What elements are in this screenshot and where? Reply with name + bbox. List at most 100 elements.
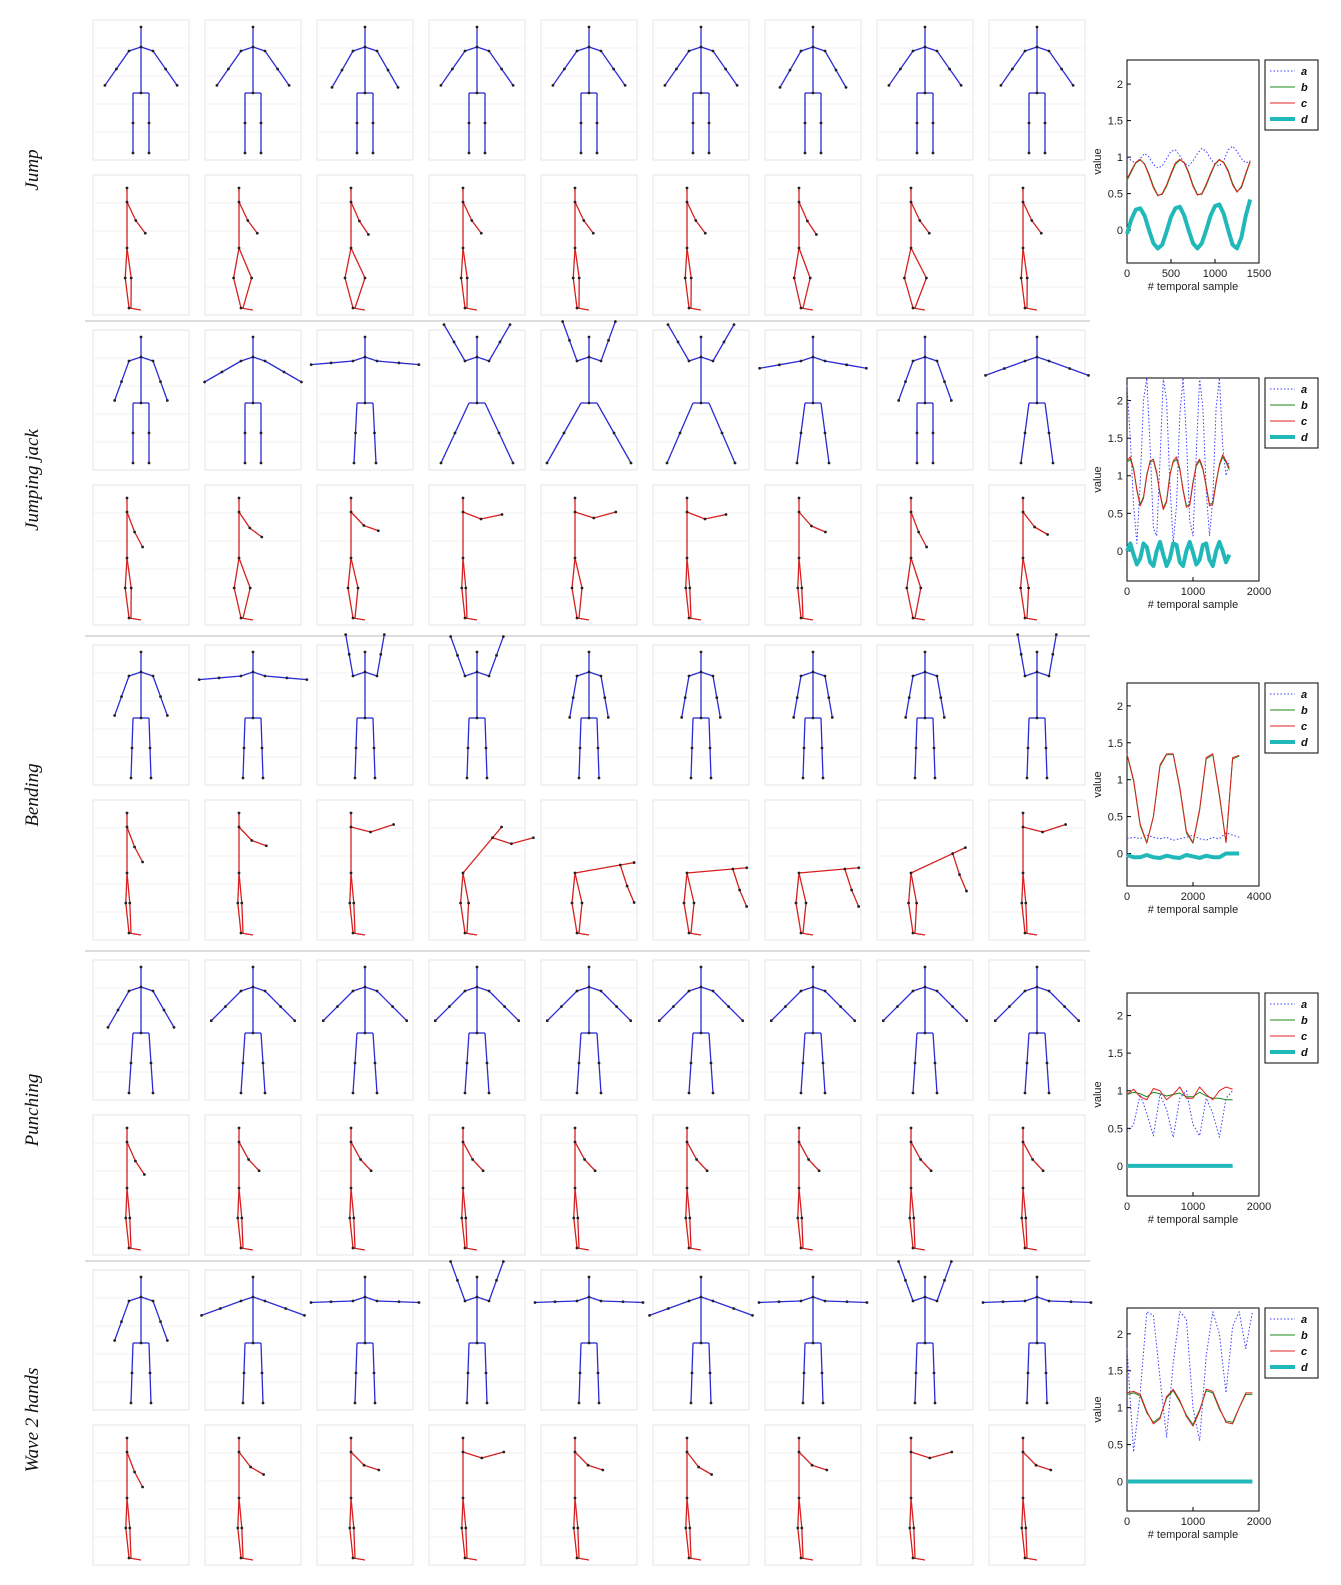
skeleton-joint (738, 889, 741, 892)
skeleton-joint (910, 1451, 913, 1454)
skeleton-joint (802, 1062, 805, 1065)
skeleton-joint (1036, 356, 1039, 359)
panel-frame (429, 175, 525, 315)
skeleton-joint (476, 986, 479, 989)
skeleton-joint (240, 617, 243, 620)
skeleton-joint (243, 747, 246, 750)
skeleton-joint (633, 901, 636, 904)
skeleton-joint (950, 1260, 953, 1263)
skeleton-joint (260, 536, 263, 539)
skeleton-joint (354, 1402, 357, 1405)
skeleton-bone (687, 1452, 699, 1467)
skeleton-joint (778, 1300, 781, 1303)
y-tick-label: 2 (1117, 396, 1123, 408)
skeleton-bone (627, 886, 634, 903)
skeleton-bone (578, 1218, 579, 1248)
skeleton-bone (796, 903, 801, 933)
skeleton-bone (1023, 1142, 1033, 1160)
skeleton-joint (300, 381, 303, 384)
skeleton-joint (839, 1005, 842, 1008)
skeleton-joint (690, 777, 693, 780)
skeleton-joint (796, 587, 799, 590)
skeleton-joint (581, 587, 584, 590)
skeleton-joint (798, 872, 801, 875)
skeleton-joint (198, 678, 201, 681)
skeleton-joint (203, 381, 206, 384)
skeleton-bone (452, 51, 465, 69)
skeleton-joint (812, 1276, 815, 1279)
skeleton-bone (463, 1142, 473, 1160)
skeleton-joint (238, 826, 241, 829)
skeleton-joint (924, 1342, 927, 1345)
skeleton-joint (925, 277, 928, 280)
skeleton-bone (575, 558, 582, 588)
front-skeleton-panel (310, 1270, 421, 1410)
skeleton-joint (912, 1247, 915, 1250)
legend-label: c (1301, 416, 1307, 428)
skeleton-joint (688, 50, 691, 53)
skeleton-joint (252, 26, 255, 29)
skeleton-joint (1019, 587, 1022, 590)
skeleton-joint (264, 50, 267, 53)
skeleton-bone (1004, 361, 1025, 369)
skeleton-joint (1033, 526, 1036, 529)
skeleton-bone (668, 325, 678, 342)
skeleton-joint (588, 46, 591, 49)
skeleton-joint (622, 1300, 625, 1303)
skeleton-joint (1022, 1127, 1025, 1130)
skeleton-bone (687, 558, 690, 588)
skeleton-bone (845, 868, 859, 869)
skeleton-bone (825, 51, 836, 70)
skeleton-bone (916, 718, 917, 748)
legend-label: d (1301, 1047, 1308, 1059)
skeleton-joint (238, 1141, 241, 1144)
skeleton-joint (700, 671, 703, 674)
skeleton-bone (351, 1188, 354, 1218)
skeleton-joint (352, 902, 355, 905)
skeleton-bone (804, 718, 805, 748)
skeleton-bone (601, 991, 617, 1007)
skeleton-bone (149, 718, 150, 748)
skeleton-joint (910, 497, 913, 500)
skeleton-joint (517, 1019, 520, 1022)
skeleton-joint (600, 1300, 603, 1303)
x-tick-label: 0 (1124, 1201, 1130, 1213)
skeleton-bone (286, 1309, 305, 1316)
x-tick-label: 0 (1124, 268, 1130, 280)
skeleton-joint (811, 1464, 814, 1467)
skeleton-bone (911, 512, 919, 532)
skeleton-joint (449, 635, 452, 638)
skeleton-joint (690, 1062, 693, 1065)
skeleton-bone (281, 1007, 295, 1021)
skeleton-bone (577, 1558, 589, 1560)
front-skeleton-panel (429, 635, 525, 785)
skeleton-bone (463, 1188, 466, 1218)
skeleton-joint (1048, 1092, 1051, 1095)
skeleton-joint (244, 152, 247, 155)
skeleton-bone (166, 69, 177, 85)
skeleton-bone (911, 202, 920, 221)
x-tick-label: 2000 (1247, 1516, 1271, 1528)
skeleton-joint (377, 1469, 380, 1472)
skeleton-bone (1027, 1033, 1029, 1063)
skeleton-bone (905, 361, 913, 382)
skeleton-joint (124, 902, 127, 905)
skeleton-bone (399, 1302, 419, 1303)
side-skeleton-panel (429, 1115, 525, 1255)
skeleton-bone (601, 676, 605, 698)
skeleton-joint (262, 777, 265, 780)
skeleton-joint (912, 1557, 915, 1560)
skeleton-joint (468, 122, 471, 125)
skeleton-bone (771, 1007, 785, 1021)
skeleton-joint (364, 402, 367, 405)
skeleton-joint (456, 1279, 459, 1282)
skeleton-joint (1041, 831, 1044, 834)
skeleton-joint (601, 1469, 604, 1472)
skeleton-joint (546, 1019, 549, 1022)
skeleton-joint (688, 1300, 691, 1303)
skeleton-bone (680, 403, 693, 433)
skeleton-bone (579, 748, 580, 778)
skeleton-joint (134, 1160, 137, 1163)
skeleton-bone (1070, 369, 1089, 376)
skeleton-bone (572, 588, 577, 618)
